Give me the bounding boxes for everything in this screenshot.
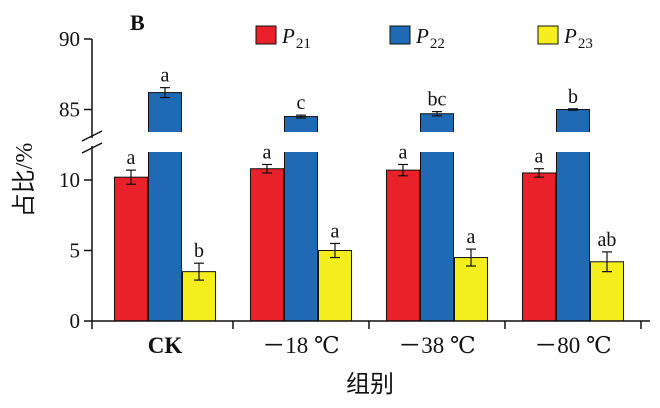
significance-label: ab (598, 229, 617, 251)
y-axis-title: 占比/% (11, 143, 38, 218)
legend-swatch-P22 (389, 25, 411, 45)
bar-P22-0 (148, 92, 182, 322)
bar-break-gap-3 (555, 132, 591, 152)
significance-label: b (194, 240, 204, 262)
significance-label: b (568, 86, 578, 108)
y-tick-label: 5 (70, 239, 81, 263)
bar-break-gap-0 (147, 132, 183, 152)
bar-P21-3 (522, 172, 556, 322)
y-tick-label: 90 (59, 27, 80, 51)
y-tick-label: 0 (70, 309, 81, 333)
category-label: CK (148, 333, 183, 358)
significance-label: c (297, 92, 306, 114)
bar-P23-1 (318, 250, 352, 322)
significance-label: bc (428, 89, 447, 111)
category-label: －80 ℃ (534, 333, 611, 358)
axes-layer (81, 38, 650, 329)
bar-break-gap-1 (283, 132, 319, 152)
significance-label: a (161, 65, 170, 87)
significance-label: a (535, 146, 544, 168)
bar-P21-2 (386, 169, 420, 322)
x-axis-title: 组别 (346, 371, 394, 398)
bar-P21-0 (114, 176, 148, 322)
legend: P21 P22 P23 (255, 24, 593, 52)
bar-break-gap-2 (419, 132, 455, 152)
legend-label-P21: P21 (281, 24, 311, 52)
axis-break-mark-0 (81, 130, 103, 142)
significance-label: a (399, 141, 408, 163)
y-tick-label: 10 (59, 168, 80, 192)
significance-label: a (127, 147, 136, 169)
legend-label-P23: P23 (563, 24, 593, 52)
significance-label: a (331, 220, 340, 242)
y-tick-label: 85 (59, 98, 80, 122)
bar-P23-2 (454, 257, 488, 322)
labels-layer: a a a a a c bc b b a a ab 0 5 10 85 90 CK －18 ℃ －38 ℃ －80 ℃ 组… (11, 10, 616, 398)
axis-break-mark-1 (81, 142, 103, 154)
bar-P21-1 (250, 168, 284, 322)
panel-label: B (130, 10, 145, 35)
legend-swatch-P23 (537, 25, 559, 45)
legend-label-P22: P22 (415, 24, 445, 52)
category-label: －38 ℃ (398, 333, 475, 358)
significance-label: a (263, 141, 272, 163)
category-label: －18 ℃ (262, 333, 339, 358)
legend-swatch-P21 (255, 25, 277, 45)
significance-label: a (467, 226, 476, 248)
bars-layer (114, 87, 624, 322)
